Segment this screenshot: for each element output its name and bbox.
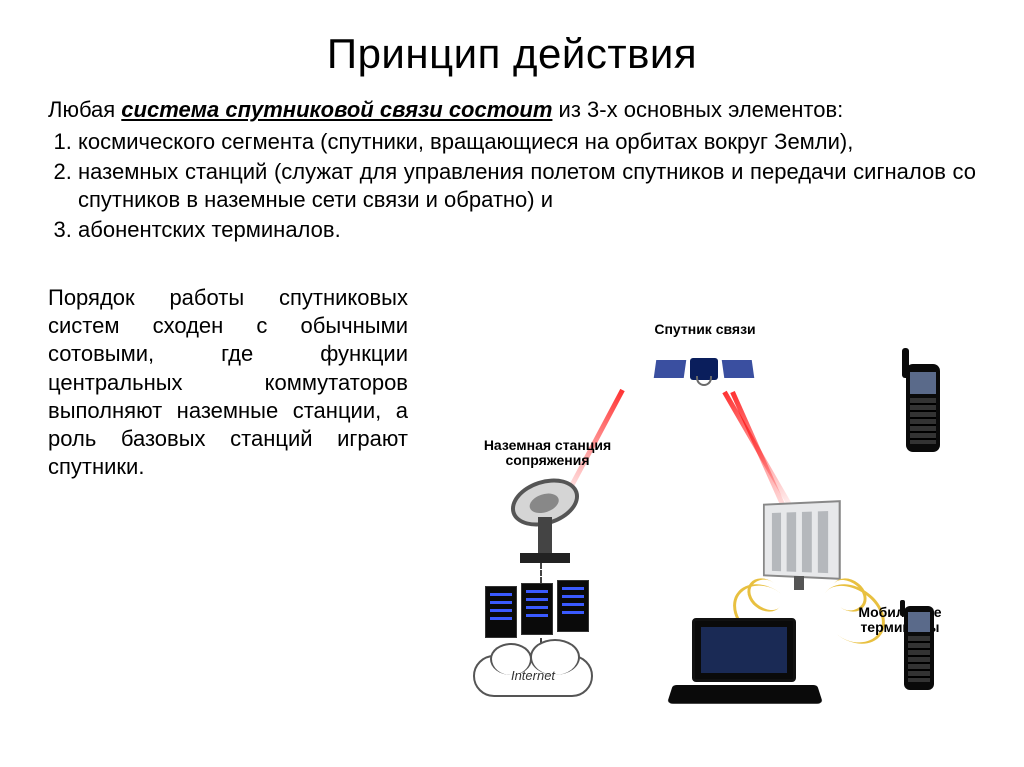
laptop-base-icon <box>667 685 823 704</box>
slide-title: Принцип действия <box>48 30 976 78</box>
intro-tail: из 3-х основных элементов: <box>552 97 843 122</box>
server-icon <box>521 583 553 635</box>
intro-text: Любая система спутниковой связи состоит … <box>48 96 976 124</box>
laptop-icon <box>670 618 820 718</box>
phone-keypad-icon <box>910 398 936 444</box>
mobile-phone-icon <box>898 600 940 695</box>
server-rack-icon <box>485 580 595 640</box>
panel-slots-icon <box>772 513 781 572</box>
panel-leg-icon <box>794 576 804 590</box>
list-item: абонентских терминалов. <box>78 216 458 244</box>
satellite-diagram: Спутник связи Наземная станция сопряжени… <box>410 330 990 730</box>
list-item: наземных станций (служат для управления … <box>78 158 976 214</box>
satellite-panel-left-icon <box>654 360 687 378</box>
elements-list: космического сегмента (спутники, вращающ… <box>48 128 976 245</box>
dish-feed-icon <box>527 490 561 516</box>
satellite-icon <box>650 340 760 400</box>
internet-cloud-icon: Internet <box>468 650 598 705</box>
laptop-screen-icon <box>692 618 796 682</box>
label-ground-station: Наземная станция сопряжения <box>465 438 630 469</box>
phone-screen-icon <box>908 612 930 632</box>
intro-lead: Любая <box>48 97 121 122</box>
label-internet: Internet <box>468 668 598 683</box>
satellite-panel-right-icon <box>722 360 755 378</box>
ground-station-dish-icon <box>490 475 600 565</box>
server-icon <box>485 586 517 638</box>
panel-face-icon <box>763 500 841 580</box>
dish-stand-icon <box>538 517 552 557</box>
satellite-antenna-icon <box>696 376 712 386</box>
slide-root: Принцип действия Любая система спутников… <box>0 0 1024 767</box>
dish-base-icon <box>520 553 570 563</box>
operation-paragraph: Порядок работы спутниковых систем сходен… <box>48 284 408 481</box>
list-item: космического сегмента (спутники, вращающ… <box>78 128 976 156</box>
sat-phone-icon <box>898 348 948 458</box>
phone-keypad-icon <box>908 636 930 682</box>
downlink-beam-icon <box>722 391 796 515</box>
label-satellite: Спутник связи <box>610 322 800 337</box>
intro-highlight: система спутниковой связи состоит <box>121 97 552 122</box>
phone-screen-icon <box>910 372 936 394</box>
server-icon <box>557 580 589 632</box>
